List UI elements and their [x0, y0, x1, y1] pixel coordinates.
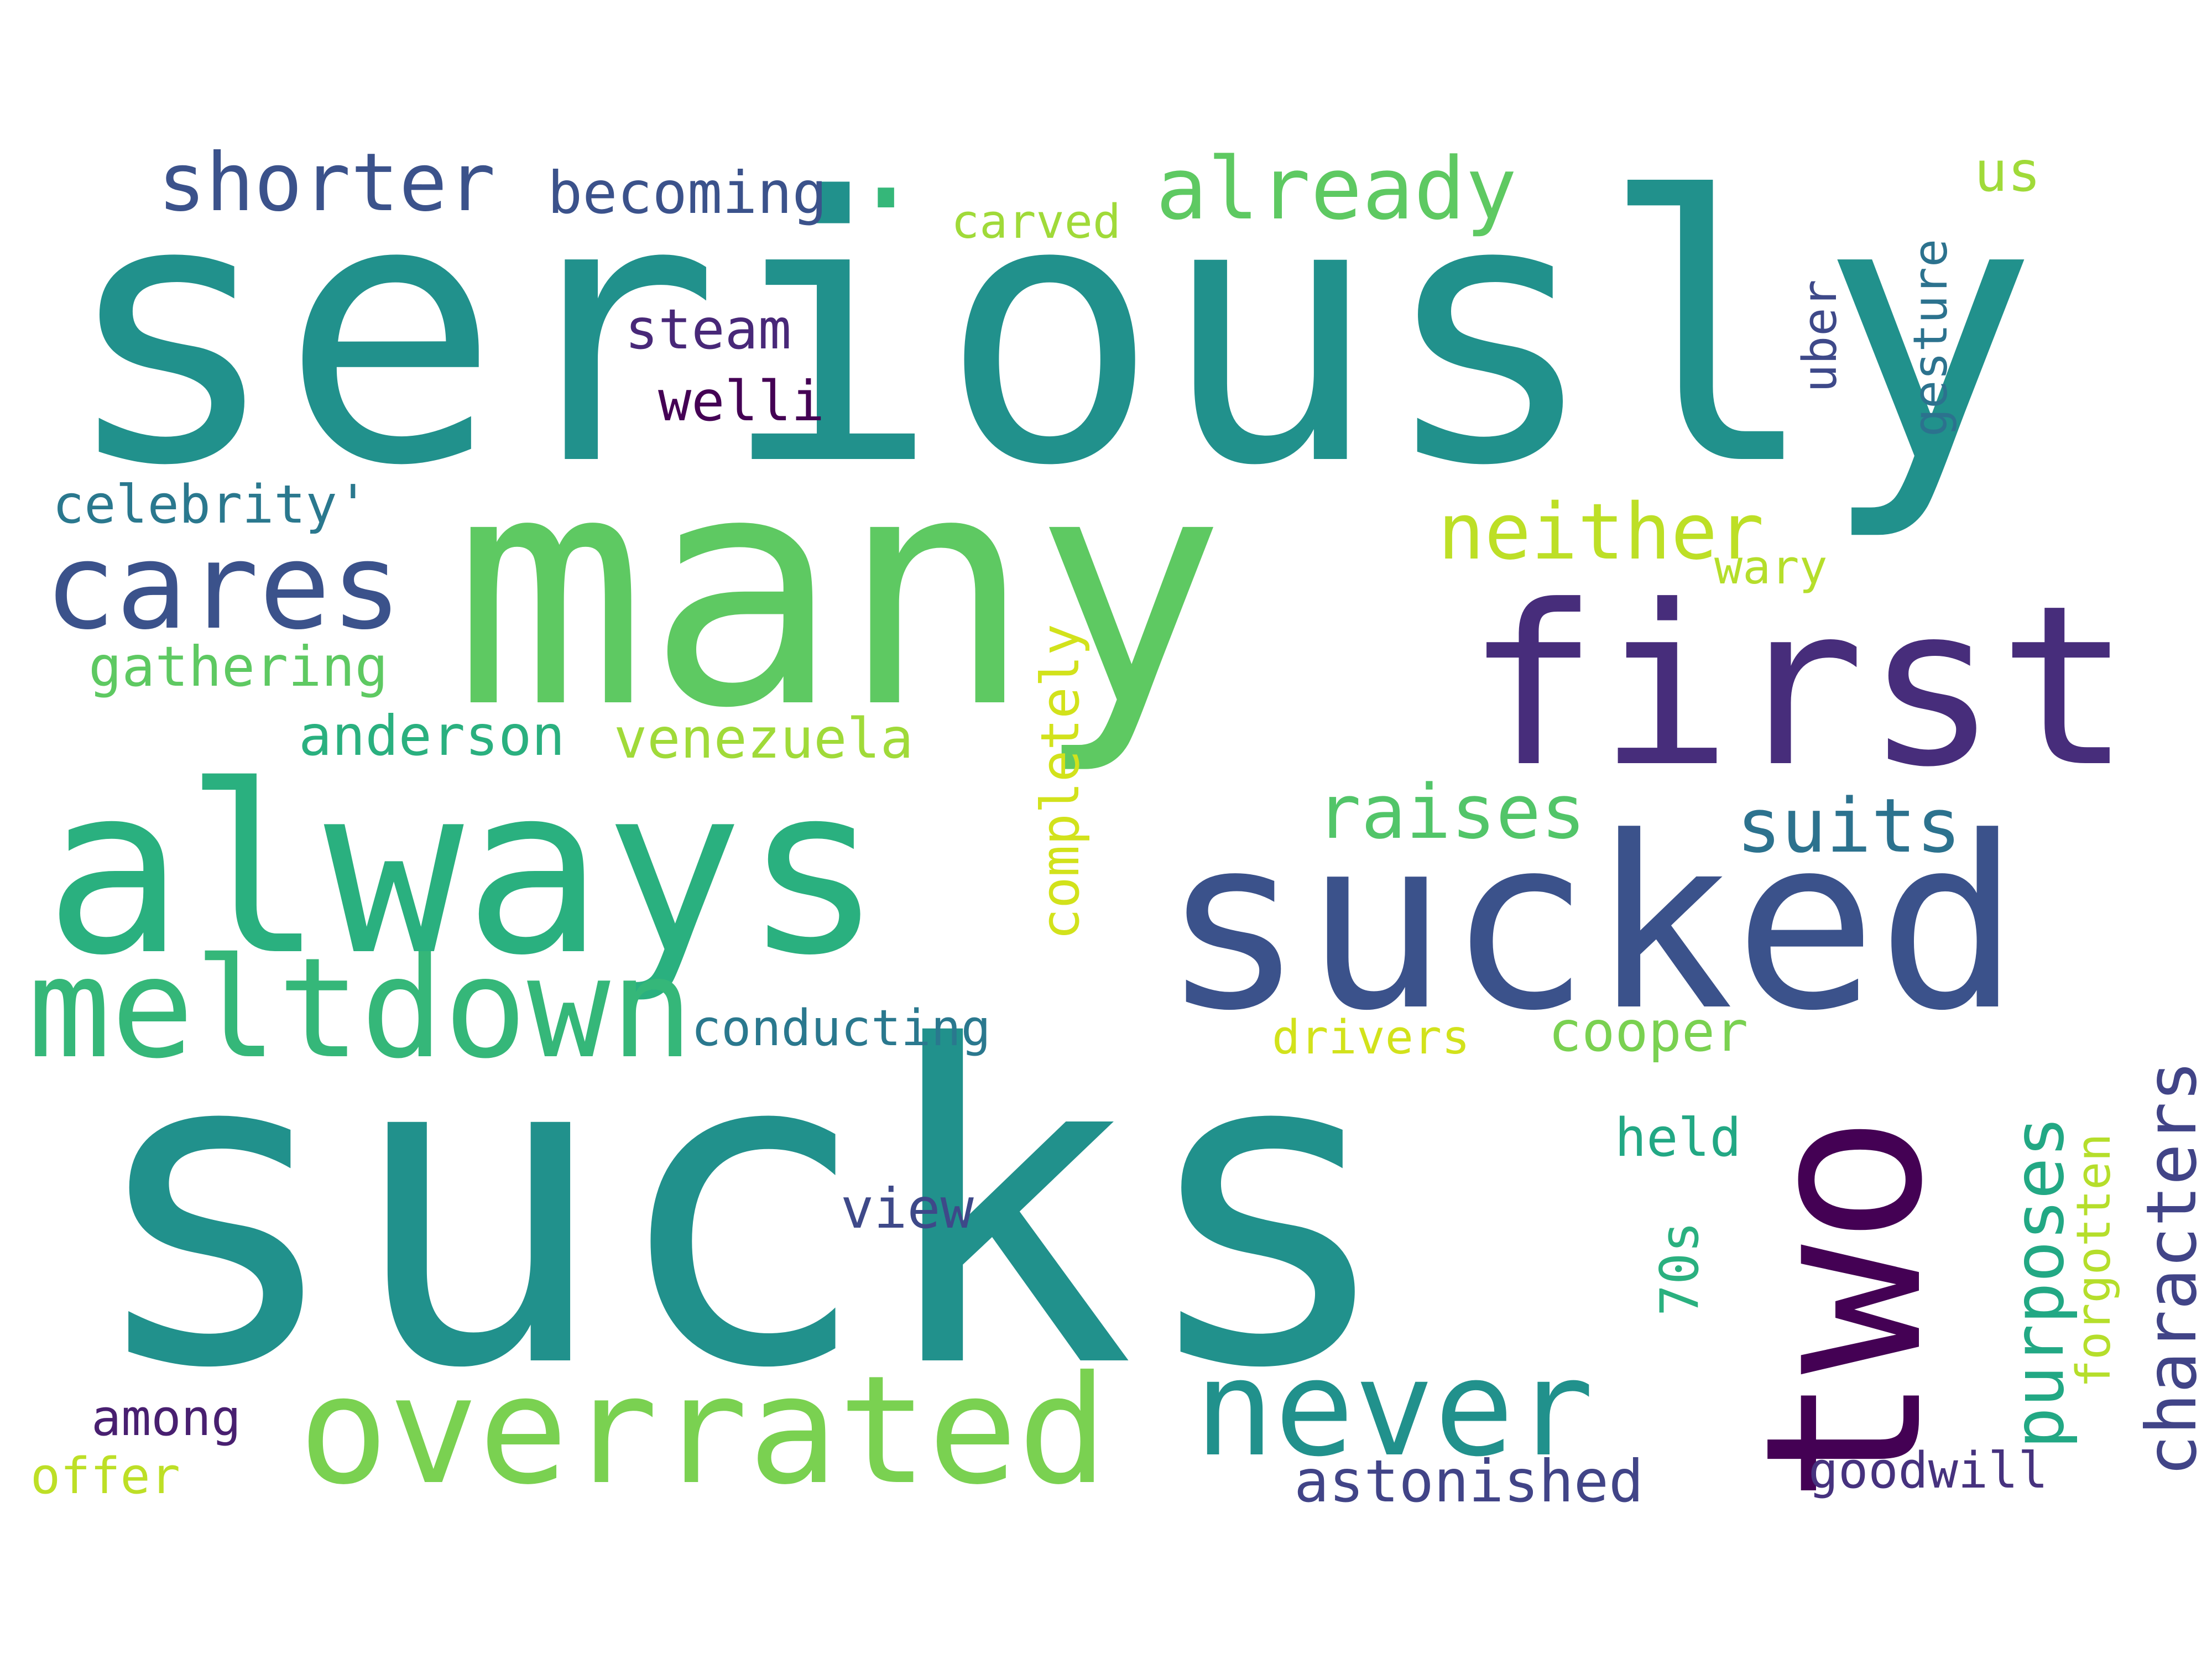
word-two: two: [1719, 1115, 1970, 1504]
word-view: view: [841, 1176, 974, 1241]
word-many: many: [453, 405, 1226, 778]
word-forgotten: forgotten: [2067, 1133, 2121, 1388]
word-already: already: [1156, 139, 1517, 239]
word-shorter: shorter: [158, 136, 495, 229]
word-cares: cares: [44, 517, 402, 656]
word-gathering: gathering: [88, 634, 388, 699]
word-suits: suits: [1736, 782, 1961, 869]
word-becoming: becoming: [547, 159, 827, 227]
word-gesture: gesture: [1903, 239, 1958, 437]
word-never: never: [1194, 1331, 1594, 1486]
word-among: among: [91, 1389, 241, 1447]
word-overrated: overrated: [299, 1343, 1108, 1517]
word-sucked: sucked: [1161, 786, 2020, 1063]
word-carved: carved: [951, 195, 1121, 249]
word-steam: steam: [625, 297, 791, 362]
word-70s: 70s: [1650, 1221, 1710, 1316]
word-cooper: cooper: [1548, 999, 1748, 1064]
word-sucks: sucks: [83, 956, 1398, 1464]
word-dot: .: [846, 84, 926, 239]
word-first: first: [1465, 559, 2131, 816]
word-venezuela: venezuela: [614, 706, 914, 771]
word-anderson: anderson: [299, 703, 565, 768]
word-celebrity: celebrity': [53, 474, 369, 535]
word-conducting: conducting: [691, 999, 991, 1057]
word-drivers: drivers: [1272, 1010, 1470, 1065]
word-meltdown: meltdown: [28, 928, 693, 1089]
word-goodwill: goodwill: [1808, 1442, 2048, 1500]
word-astonished: astonished: [1294, 1448, 1644, 1515]
word-purposes: purposes: [1999, 1116, 2079, 1449]
word-completely: completely: [1030, 624, 1091, 940]
word-held: held: [1615, 1108, 1741, 1168]
word-uber: uber: [1793, 279, 1848, 393]
word-neither: neither: [1438, 487, 1764, 577]
word-wary: wary: [1714, 540, 1828, 595]
word-characters: characters: [2132, 1060, 2212, 1477]
word-always: always: [44, 736, 883, 1006]
word-seriously: seriously: [61, 120, 2038, 545]
word-raises: raises: [1316, 769, 1586, 855]
word-welli: welli: [658, 369, 825, 434]
word-offer: offer: [30, 1447, 180, 1505]
word-us: us: [1974, 139, 2041, 204]
